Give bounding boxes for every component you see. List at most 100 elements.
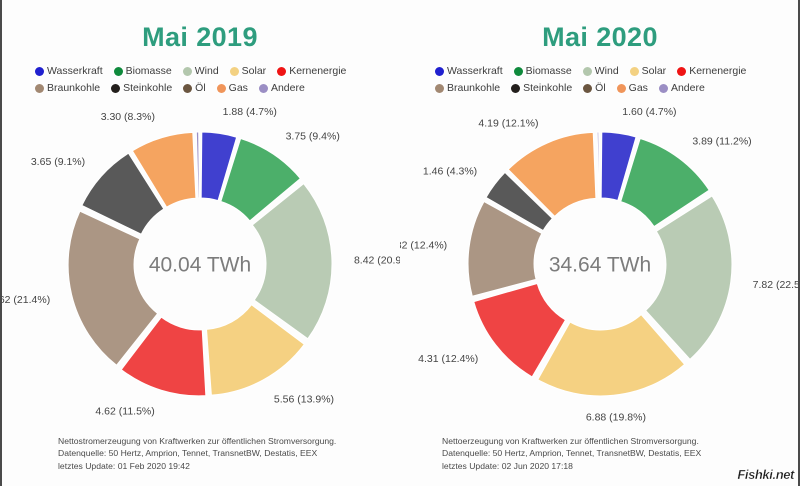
legend-label: Braunkohle — [47, 82, 101, 94]
donut-slice-andere[interactable] — [596, 131, 600, 199]
donut-slice-steinkohle[interactable] — [485, 171, 554, 232]
legend-dot-icon — [582, 66, 592, 76]
site-watermark: Fishki.net — [737, 467, 794, 482]
slice-value-label: 4.32 (12.4%) — [400, 240, 447, 252]
legend-item-andere[interactable]: Andere — [258, 82, 305, 94]
legend-label: Öl — [595, 82, 606, 94]
legend-item-biomasse[interactable]: Biomasse — [513, 65, 572, 77]
legend-label: Wasserkraft — [447, 65, 503, 77]
footnote-left: Nettostromerzeugung von Kraftwerken zur … — [58, 435, 386, 472]
legend-row-1: Wasserkraft Biomasse Wind Solar Kernener… — [35, 65, 365, 77]
slice-wedge[interactable] — [81, 152, 165, 235]
slice-wedge[interactable] — [205, 304, 306, 396]
slice-wedge[interactable] — [644, 195, 733, 361]
legend-item-steinkohle[interactable]: Steinkohle — [111, 82, 172, 94]
legend-item-wasserkraft[interactable]: Wasserkraft — [35, 65, 103, 77]
legend-label: Solar — [241, 65, 267, 77]
legend-dot-icon — [111, 83, 121, 93]
legend-dot-icon — [435, 66, 444, 76]
slice-wedge[interactable] — [120, 316, 207, 397]
slice-wedge[interactable] — [67, 210, 159, 366]
donut-slice-biomasse[interactable] — [220, 137, 302, 222]
footnote-line-2: Datenquelle: 50 Hertz, Amprion, Tennet, … — [442, 448, 702, 459]
legend-dot-icon — [629, 66, 639, 76]
legend-item-braunkohle[interactable]: Braunkohle — [435, 82, 500, 94]
legend-dot-icon — [258, 83, 268, 93]
slice-value-label: 3.30 (8.3%) — [101, 111, 155, 123]
legend-item-wind[interactable]: Wind — [182, 65, 219, 77]
legend-item-kernenergie[interactable]: Kernenergie — [277, 65, 346, 77]
slice-wedge[interactable] — [537, 313, 686, 397]
slice-value-label: 8.62 (21.4%) — [0, 294, 50, 306]
donut-svg-left[interactable]: 1.88 (4.7%) 3.75 (9.4%) 8.42 (20.9%) 5.56 (… — [0, 104, 400, 424]
slice-value-label: 4.19 (12.1%) — [478, 117, 538, 129]
legend-item-steinkohle[interactable]: Steinkohle — [511, 82, 572, 94]
donut-chart-right: 1.60 (4.7%) 3.89 (11.2%) 7.82 (22.5%) 6.88 … — [400, 104, 800, 424]
slice-wedge[interactable] — [596, 131, 600, 199]
page-title-right: Mai 2020 — [542, 22, 658, 52]
footnote-line-3: letztes Update: 02 Jun 2020 17:18 — [442, 460, 573, 471]
donut-slice-wasserkraft[interactable] — [200, 131, 238, 202]
donut-slice-wind[interactable] — [644, 195, 733, 361]
legend-label: Kernenergie — [689, 65, 747, 77]
slice-wedge[interactable] — [200, 131, 238, 202]
right-frame-border — [798, 0, 800, 486]
legend-dot-icon — [513, 66, 523, 76]
legend-item-biomasse[interactable]: Biomasse — [113, 65, 172, 77]
donut-slice-braunkohle[interactable] — [67, 210, 159, 366]
legend-item-gas[interactable]: Gas — [616, 82, 648, 94]
donut-slice-kernenergie[interactable] — [120, 316, 207, 397]
donut-slice-solar[interactable] — [537, 313, 686, 397]
legend-dot-icon — [35, 66, 44, 76]
donut-slice-andere[interactable] — [195, 131, 200, 199]
legend-dot-icon — [658, 83, 668, 93]
legend-item-andere[interactable]: Andere — [658, 82, 705, 94]
legend-dot-icon — [511, 83, 521, 93]
legend-label: Kernenergie — [289, 65, 347, 77]
legend-label: Öl — [195, 82, 206, 94]
legend-label: Gas — [228, 82, 248, 94]
footnote-line-2: Datenquelle: 50 Hertz, Amprion, Tennet, … — [58, 448, 318, 459]
legend-item-solar[interactable]: Solar — [229, 65, 267, 77]
footnote-right: Nettoerzeugung von Kraftwerken zur öffen… — [442, 435, 786, 472]
legend-item-gas[interactable]: Gas — [216, 82, 248, 94]
donut-svg-right[interactable]: 1.60 (4.7%) 3.89 (11.2%) 7.82 (22.5%) 6.88 … — [400, 104, 800, 424]
legend-item-kernenergie[interactable]: Kernenergie — [677, 65, 746, 77]
slice-wedge[interactable] — [485, 171, 554, 232]
legend-item-solar[interactable]: Solar — [629, 65, 666, 77]
slice-wedge[interactable] — [251, 182, 333, 340]
donut-slice-wind[interactable] — [251, 182, 333, 340]
slice-wedge[interactable] — [467, 200, 543, 297]
donut-center-total: 34.64 TWh — [549, 254, 651, 277]
donut-slice-wasserkraft[interactable] — [600, 131, 637, 202]
slice-wedge[interactable] — [473, 282, 567, 378]
legend-item-wind[interactable]: Wind — [582, 65, 619, 77]
legend-label: Wind — [594, 65, 619, 77]
legend-item-oel[interactable]: Öl — [183, 82, 206, 94]
slice-wedge[interactable] — [195, 131, 200, 199]
slice-wedge[interactable] — [620, 137, 710, 228]
slice-value-label: 1.60 (4.7%) — [622, 106, 676, 118]
donut-center-total: 40.04 TWh — [149, 254, 251, 277]
donut-slice-kernenergie[interactable] — [473, 282, 567, 378]
slice-wedge[interactable] — [600, 131, 637, 202]
donut-slice-steinkohle[interactable] — [81, 152, 165, 235]
slice-wedge[interactable] — [220, 137, 302, 222]
donut-slice-braunkohle[interactable] — [467, 200, 543, 297]
legend-item-wasserkraft[interactable]: Wasserkraft — [435, 65, 503, 77]
donut-slice-biomasse[interactable] — [620, 137, 710, 228]
legend-item-braunkohle[interactable]: Braunkohle — [35, 82, 100, 94]
slice-value-label: 8.42 (20.9%) — [354, 254, 400, 266]
legend-right: Wasserkraft Biomasse Wind Solar Kernener… — [435, 65, 765, 94]
legend-label: Gas — [628, 82, 648, 94]
legend-label: Steinkohle — [123, 82, 173, 94]
donut-slice-gas[interactable] — [507, 131, 597, 218]
legend-dot-icon — [183, 83, 193, 93]
donut-slice-solar[interactable] — [205, 304, 306, 396]
legend-item-oel[interactable]: Öl — [583, 82, 606, 94]
slice-wedge[interactable] — [131, 131, 197, 208]
donut-slice-gas[interactable] — [131, 131, 197, 208]
legend-label: Biomasse — [525, 65, 572, 77]
slice-value-label: 3.75 (9.4%) — [286, 130, 340, 142]
slice-wedge[interactable] — [507, 131, 597, 218]
